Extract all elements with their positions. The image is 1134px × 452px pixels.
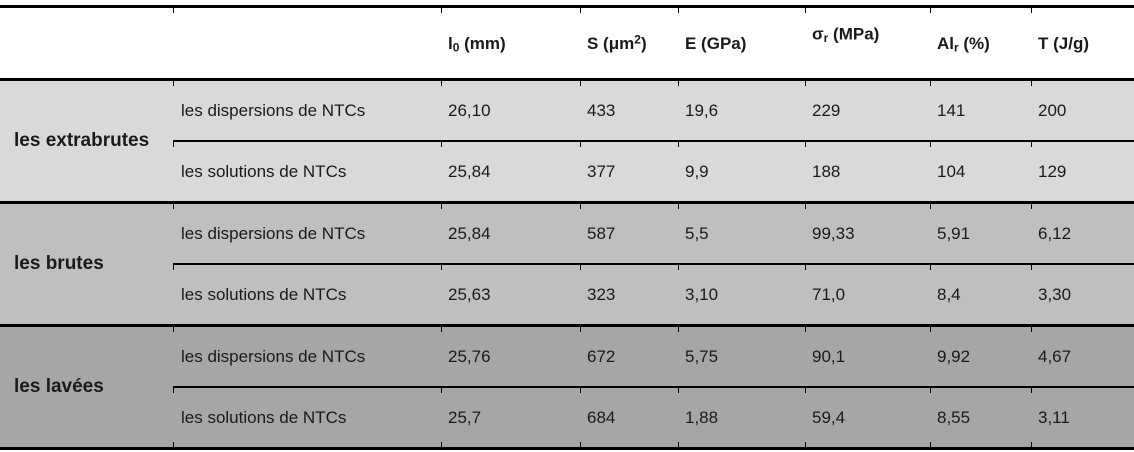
value-cell: 229 [805,78,930,140]
row-label-cell: les solutions de NTCs [173,386,441,450]
row-label-cell: les dispersions de NTCs [173,324,441,386]
table-row: les lavées les dispersions de NTCs 25,76… [0,324,1134,450]
group-label-cell: les brutes [0,201,173,324]
group-brutes: les brutes les dispersions de NTCs 25,84… [0,201,1134,324]
value-cell: 5,75 [678,324,805,386]
header-text: S (μm [587,33,635,53]
value-cell: 3,11 [1031,386,1134,450]
table-row: les solutions de NTCs 25,63 323 3,10 71,… [0,263,1134,324]
row-label: les solutions de NTCs [181,284,347,304]
header-text: Alr (%) [937,33,990,54]
group-label-cell: les lavées [0,324,173,450]
value-cell: 3,10 [678,263,805,324]
value-cell: 129 [1031,140,1134,201]
header-text: S (μm2) [587,32,647,53]
results-table: l0 (mm) S (μm2) E (GPa) σr (MPa) Alr (%)… [0,5,1134,450]
header-text: l0 (mm) [448,33,506,54]
row-label-cell: les dispersions de NTCs [173,201,441,263]
header-text: l [448,33,453,53]
header-text: (mm) [459,33,506,53]
value-cell: 188 [805,140,930,201]
value-cell: 200 [1031,78,1134,140]
value-cell: 99,33 [805,201,930,263]
header-superscript: 2 [634,32,641,47]
row-label: les dispersions de NTCs [181,346,366,366]
value-cell: 26,10 [441,78,580,140]
value-cell: 4,67 [1031,324,1134,386]
header-empty-group-cell [0,5,173,78]
value-cell: 104 [930,140,1031,201]
value-cell: 141 [930,78,1031,140]
header-empty-label-cell [173,5,441,78]
group-lavees: les lavées les dispersions de NTCs 25,76… [0,324,1134,450]
row-label: les dispersions de NTCs [181,100,366,120]
column-header-e: E (GPa) [678,5,805,78]
row-label-cell: les solutions de NTCs [173,263,441,324]
group-label: les lavées [14,376,104,397]
column-header-l0: l0 (mm) [441,5,580,78]
value-cell: 9,92 [930,324,1031,386]
value-cell: 8,4 [930,263,1031,324]
value-cell: 672 [580,324,678,386]
value-cell: 90,1 [805,324,930,386]
row-label: les solutions de NTCs [181,407,347,427]
group-label: les extrabrutes [14,130,150,151]
value-cell: 25,84 [441,140,580,201]
header-text: σ [812,24,824,44]
value-cell: 9,9 [678,140,805,201]
value-cell: 323 [580,263,678,324]
value-cell: 5,5 [678,201,805,263]
value-cell: 3,30 [1031,263,1134,324]
header-subscript: 0 [452,39,460,54]
value-cell: 8,55 [930,386,1031,450]
value-cell: 377 [580,140,678,201]
group-label-cell: les extrabrutes [0,78,173,201]
row-label-cell: les dispersions de NTCs [173,78,441,140]
value-cell: 25,84 [441,201,580,263]
row-label: les dispersions de NTCs [181,223,366,243]
value-cell: 25,63 [441,263,580,324]
value-cell: 684 [580,386,678,450]
column-header-sigma-r: σr (MPa) [805,5,930,78]
table-row: les solutions de NTCs 25,84 377 9,9 188 … [0,140,1134,201]
value-cell: 587 [580,201,678,263]
table-row: les brutes les dispersions de NTCs 25,84… [0,201,1134,274]
value-cell: 5,91 [930,201,1031,263]
group-label: les brutes [14,253,104,274]
value-cell: 1,88 [678,386,805,450]
group-extrabrutes: les extrabrutes les dispersions de NTCs … [0,78,1134,201]
column-header-t: T (J/g) [1031,5,1134,78]
value-cell: 25,76 [441,324,580,386]
header-text: T (J/g) [1038,33,1089,53]
table-row: les extrabrutes les dispersions de NTCs … [0,78,1134,151]
value-cell: 19,6 [678,78,805,140]
header-subscript: r [954,39,959,54]
header-text: (%) [958,33,990,53]
header-text: E (GPa) [685,33,747,53]
header-text: σr (MPa) [812,23,879,45]
header-text: ) [640,33,647,53]
value-cell: 433 [580,78,678,140]
header-text: T (J/g) [1038,34,1089,53]
column-header-s: S (μm2) [580,5,678,78]
row-label-cell: les solutions de NTCs [173,140,441,201]
row-label: les solutions de NTCs [181,161,347,181]
header-text: Al [937,33,954,53]
value-cell: 6,12 [1031,201,1134,263]
table-row: les solutions de NTCs 25,7 684 1,88 59,4… [0,386,1134,450]
value-cell: 59,4 [805,386,930,450]
header-text: (MPa) [828,24,880,44]
header-row: l0 (mm) S (μm2) E (GPa) σr (MPa) Alr (%)… [0,5,1134,78]
value-cell: 71,0 [805,263,930,324]
value-cell: 25,7 [441,386,580,450]
header-subscript: r [823,30,829,45]
column-header-al-r: Alr (%) [930,5,1031,78]
header-text: E (GPa) [685,34,746,53]
